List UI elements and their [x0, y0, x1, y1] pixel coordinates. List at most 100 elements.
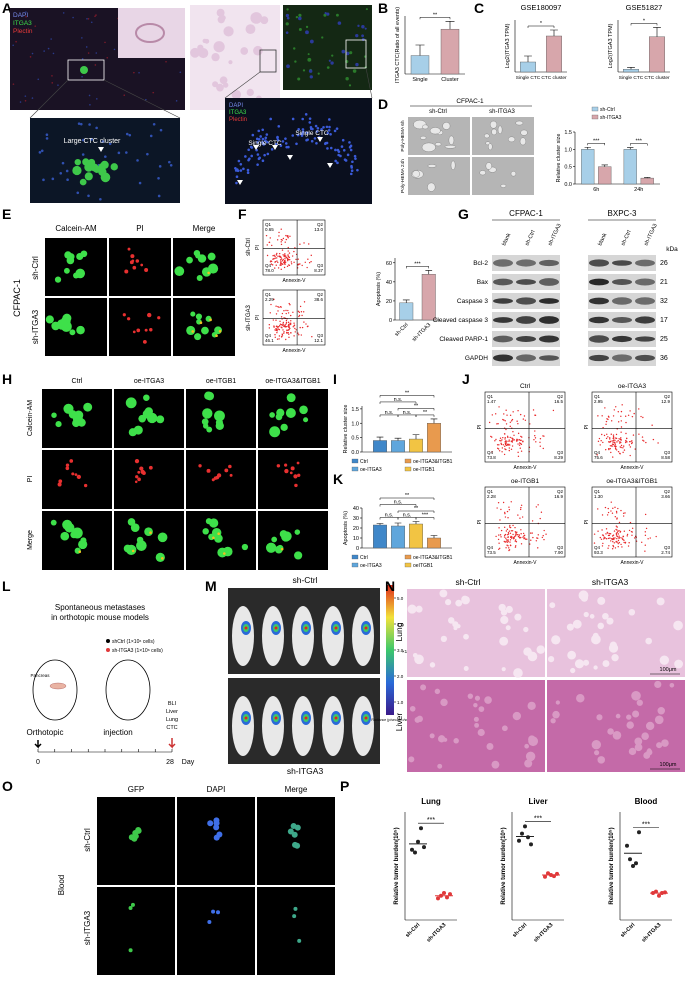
event-dot: [620, 420, 623, 422]
event-dot: [612, 544, 614, 547]
event-dot: [496, 444, 499, 446]
event-dot: [617, 507, 619, 510]
cell: [328, 118, 331, 121]
event-dot: [599, 536, 602, 539]
cell: [82, 158, 90, 166]
event-dot: [539, 517, 541, 520]
event-dot: [610, 433, 612, 435]
column-header: oe-ITGA3&ITGB1: [265, 378, 320, 385]
event-dot: [629, 440, 631, 443]
event-dot: [618, 438, 620, 440]
cell: [212, 536, 215, 540]
event-dot: [605, 528, 608, 530]
event-dot: [499, 519, 501, 521]
cell: [205, 391, 215, 401]
event-dot: [517, 451, 519, 454]
band: [635, 316, 655, 324]
cell: [155, 552, 165, 562]
event-dot: [614, 506, 616, 509]
event-dot: [285, 319, 288, 322]
event-dot: [295, 258, 297, 261]
step-label: Orthotopic: [27, 728, 64, 737]
colorbar-label: Radiance (p/sec/cm²/sr): [371, 718, 408, 722]
chart-title: GSE51827: [626, 3, 663, 12]
band: [516, 297, 536, 305]
cell: [40, 149, 44, 153]
quadrant-label: Q4: [265, 263, 272, 268]
tissue: [204, 38, 210, 44]
event-dot: [616, 532, 618, 534]
mouse: [232, 606, 254, 666]
event-dot: [638, 433, 640, 435]
quadrant-value: 8.37: [314, 268, 323, 273]
event-dot: [288, 256, 291, 259]
cell: [209, 318, 212, 322]
quadrant-label: Q4: [487, 450, 494, 455]
event-dot: [644, 513, 647, 516]
cell: [264, 139, 267, 142]
cell: [295, 142, 298, 146]
tissue: [253, 45, 263, 56]
cell: [301, 128, 305, 131]
legend-label: sh-Ctrl: [600, 107, 615, 113]
event-dot: [514, 533, 517, 535]
cell: [136, 328, 141, 333]
cell: [152, 91, 155, 94]
cell: [348, 84, 352, 87]
error-bar: [584, 146, 591, 150]
cell: [130, 254, 135, 259]
event-dot: [503, 413, 505, 415]
cell: [94, 15, 96, 18]
stain-legend: ITGA3: [229, 110, 247, 116]
event-dot: [276, 328, 278, 330]
organ-label: Pancreas: [30, 673, 50, 678]
arrowhead: [272, 145, 278, 150]
event-dot: [613, 530, 616, 532]
cell: [309, 75, 313, 79]
significance: ***: [642, 821, 650, 828]
tissue: [597, 596, 606, 605]
event-dot: [297, 332, 299, 334]
cell: [264, 136, 268, 140]
tissue: [654, 715, 664, 725]
event-dot: [277, 326, 279, 328]
event-dot: [515, 545, 517, 547]
event-dot: [610, 540, 612, 542]
event-dot: [277, 255, 279, 257]
micrograph: [472, 117, 534, 155]
tissue: [439, 589, 448, 598]
row-header: Poly-HEMA 6h: [400, 120, 406, 152]
bar: [410, 55, 430, 75]
tissue: [657, 707, 665, 715]
event-dot: [491, 414, 494, 416]
cell: [345, 51, 350, 56]
dot: [546, 871, 550, 876]
event-dot: [505, 530, 508, 532]
cell: [301, 117, 305, 121]
event-dot: [606, 514, 609, 516]
quadrant-label: Q2: [664, 489, 671, 494]
event-dot: [283, 317, 285, 319]
cell: [216, 831, 223, 838]
legend-swatch: [351, 466, 359, 472]
event-dot: [283, 331, 285, 333]
cell: [90, 21, 93, 24]
dot: [625, 843, 629, 848]
colorbar-tick-label: 3.0: [397, 648, 404, 653]
tissue: [576, 693, 585, 703]
protein-label: Bax: [477, 279, 489, 286]
cell: [271, 536, 278, 543]
event-dot: [616, 537, 618, 540]
mouse: [322, 696, 344, 756]
panel-label: M: [205, 578, 217, 594]
event-dot: [276, 260, 278, 262]
protein-label: Caspase 3: [457, 298, 488, 305]
cell: [191, 330, 195, 333]
significance-bracket: [415, 517, 435, 520]
bar: [391, 440, 405, 453]
event-dot: [278, 252, 281, 255]
tissue: [646, 749, 653, 756]
tissue: [528, 735, 536, 743]
colorbar-unit: ×10⁸: [402, 649, 412, 654]
caption: Single CTC: [248, 140, 282, 147]
